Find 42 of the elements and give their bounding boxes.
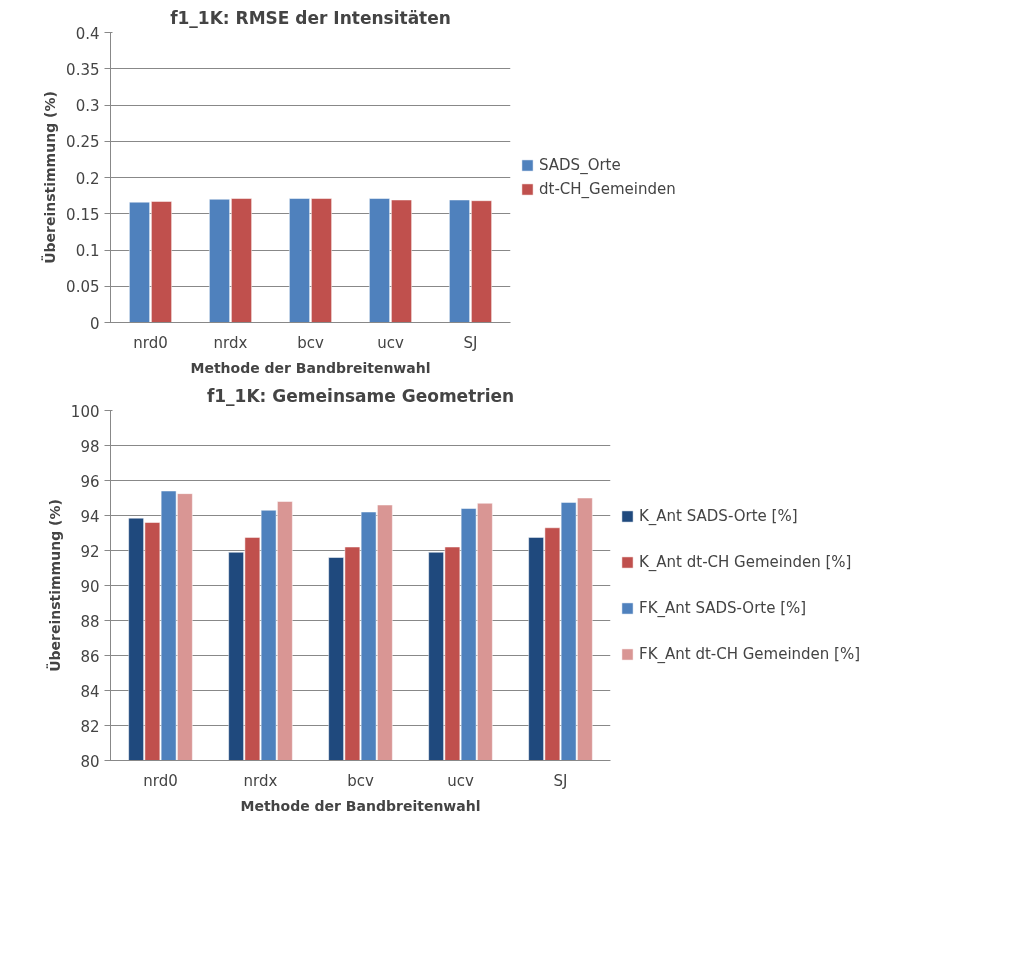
x-tick-label: bcv	[347, 771, 374, 790]
legend-label: FK_Ant SADS-Orte [%]	[639, 599, 807, 617]
y-tick-label: 0	[89, 314, 100, 333]
x-tick-label: SJ	[463, 333, 478, 352]
x-tick-label: nrdx	[213, 333, 248, 352]
y-tick-label: 0.2	[75, 169, 100, 188]
y-axis-title: Übereinstimmung (%)	[41, 91, 59, 264]
y-tick-label: 0.3	[75, 97, 100, 115]
y-tick-label: 0.25	[66, 133, 100, 152]
x-tick-label: SJ	[553, 771, 568, 790]
x-axis-title: Methode der Bandbreitenwahl	[190, 359, 431, 376]
x-tick-label: nrd0	[133, 333, 168, 352]
y-tick-label: 0.1	[75, 242, 100, 260]
y-tick-label: 86	[80, 647, 100, 666]
y-tick-label: 100	[70, 402, 100, 421]
chart-title: f1_1K: RMSE der Intensitäten	[170, 7, 451, 28]
y-tick-label: 82	[80, 717, 100, 736]
legend-label: K_Ant SADS-Orte [%]	[639, 507, 798, 525]
legend-label: K_Ant dt-CH Gemeinden [%]	[639, 553, 852, 571]
y-axis-title: Übereinstimmung (%)	[45, 499, 63, 672]
legend-label: SADS_Orte	[539, 156, 621, 174]
x-tick-label: nrdx	[243, 771, 278, 790]
y-tick-label: 0.4	[75, 24, 100, 43]
y-tick-label: 94	[80, 507, 100, 526]
y-tick-label: 0.05	[66, 278, 100, 297]
x-tick-label: ucv	[377, 333, 404, 352]
y-tick-label: 0.15	[66, 205, 100, 224]
x-axis-title: Methode der Bandbreitenwahl	[240, 797, 481, 814]
y-tick-label: 0.35	[66, 60, 100, 79]
y-tick-label: 92	[80, 542, 100, 561]
y-tick-label: 98	[80, 437, 100, 456]
x-tick-label: nrd0	[143, 771, 178, 790]
y-tick-label: 80	[80, 752, 100, 771]
chart-title: f1_1K: Gemeinsame Geometrien	[206, 385, 515, 406]
legend-label: FK_Ant dt-CH Gemeinden [%]	[639, 645, 861, 663]
y-tick-label: 90	[80, 577, 100, 596]
y-tick-label: 88	[80, 612, 100, 631]
y-tick-label: 96	[80, 472, 100, 491]
y-tick-label: 84	[80, 682, 100, 701]
x-tick-label: bcv	[297, 333, 324, 352]
x-tick-label: ucv	[447, 771, 474, 790]
legend-label: dt-CH_Gemeinden	[539, 180, 676, 198]
